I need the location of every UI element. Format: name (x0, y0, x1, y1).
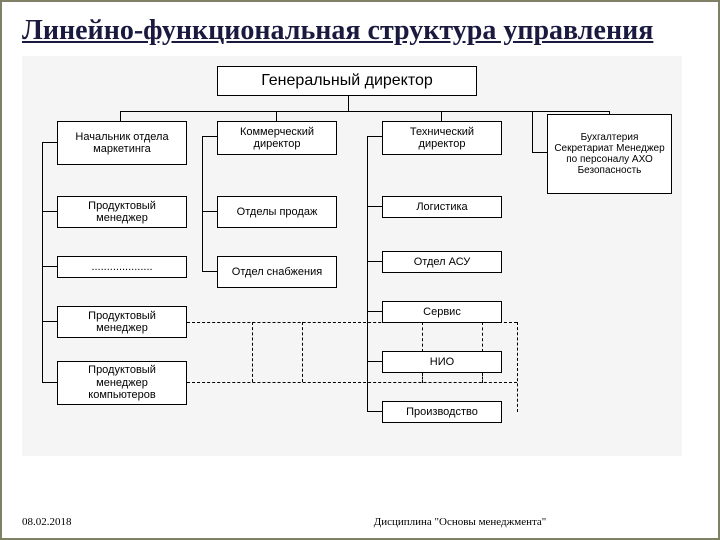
dashed-v-7 (482, 373, 483, 383)
dashed-h-1 (187, 382, 517, 383)
connector-15 (202, 271, 217, 272)
dashed-v-4 (517, 322, 518, 412)
node-c3d: Сервис (382, 301, 502, 323)
dashed-v-0 (252, 322, 253, 382)
connector-1 (120, 111, 610, 112)
connector-0 (348, 96, 349, 111)
connector-19 (367, 261, 382, 262)
connector-2 (120, 111, 121, 121)
dashed-v-1 (302, 322, 303, 382)
node-c3c: Отдел АСУ (382, 251, 502, 273)
node-c3b: Логистика (382, 196, 502, 218)
node-c1c: .................... (57, 256, 187, 278)
dashed-v-6 (422, 373, 423, 383)
connector-8 (42, 211, 57, 212)
node-c1e: Продуктовый менеджер компьютеров (57, 361, 187, 405)
connector-4 (441, 111, 442, 121)
node-c3f: Производство (382, 401, 502, 423)
node-c3a: Технический директор (382, 121, 502, 155)
connector-6 (42, 142, 57, 143)
connector-23 (532, 152, 547, 153)
node-c2a: Коммерческий директор (217, 121, 337, 155)
node-gend: Генеральный директор (217, 66, 477, 96)
org-chart: Генеральный директор Начальник отдела мар… (22, 56, 682, 456)
footer-discipline: Дисциплина "Основы менеджмента" (222, 516, 698, 528)
connector-13 (202, 136, 203, 271)
connector-5 (609, 111, 610, 114)
dashed-h-0 (187, 322, 517, 323)
node-c4a: Бухгалтерия Секретариат Менеджер по перс… (547, 114, 672, 194)
connector-22 (367, 411, 382, 412)
node-c1a: Начальник отдела маркетинга (57, 121, 187, 165)
connector-24 (532, 111, 533, 153)
connector-3 (276, 111, 277, 121)
connector-10 (42, 321, 57, 322)
node-c3e: НИО (382, 351, 502, 373)
node-c1b: Продуктовый менеджер (57, 196, 187, 228)
connector-16 (367, 136, 382, 137)
footer-date: 08.02.2018 (22, 516, 222, 528)
node-c1d: Продуктовый менеджер (57, 306, 187, 338)
connector-17 (367, 136, 368, 411)
connector-14 (202, 211, 217, 212)
slide: Линейно-функциональная структура управле… (0, 0, 720, 540)
connector-9 (42, 266, 57, 267)
node-c2b: Отделы продаж (217, 196, 337, 228)
footer: 08.02.2018 Дисциплина "Основы менеджмент… (22, 516, 698, 528)
connector-11 (42, 382, 57, 383)
connector-18 (367, 206, 382, 207)
connector-7 (42, 142, 43, 382)
connector-20 (367, 311, 382, 312)
connector-12 (202, 136, 217, 137)
connector-21 (367, 361, 382, 362)
node-c2c: Отдел снабжения (217, 256, 337, 288)
dashed-v-2 (422, 322, 423, 352)
slide-title: Линейно-функциональная структура управле… (22, 14, 698, 48)
dashed-v-3 (482, 322, 483, 352)
